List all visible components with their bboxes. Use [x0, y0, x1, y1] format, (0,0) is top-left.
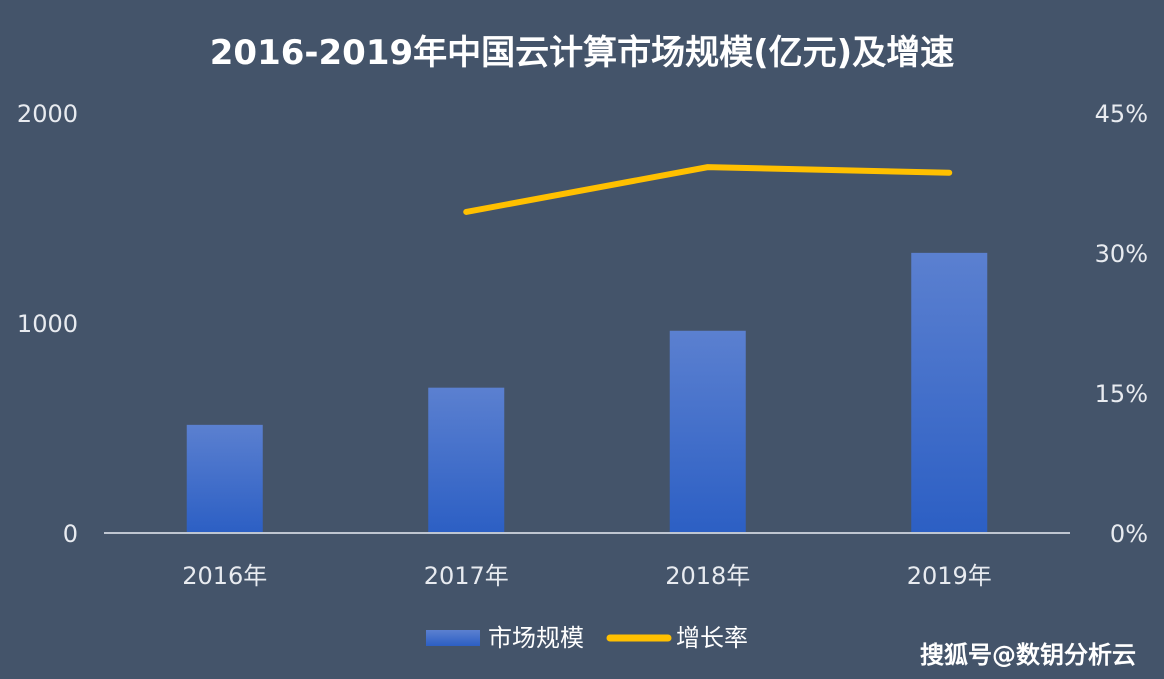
right-tick-label: 30%: [1095, 240, 1148, 268]
left-axis-ticks: 0 1000 2000: [17, 100, 78, 548]
bar-market-size: [911, 253, 987, 533]
x-axis-ticks: 2016年 2017年 2018年 2019年: [182, 562, 992, 590]
legend-label-market-size: 市场规模: [488, 624, 584, 652]
legend-label-growth-rate: 增长率: [676, 624, 748, 652]
chart-title: 2016-2019年中国云计算市场规模(亿元)及增速: [210, 33, 954, 73]
right-tick-label: 0%: [1110, 520, 1148, 548]
watermark-text: 搜狐号@数钥分析云: [920, 641, 1136, 669]
right-tick-label: 15%: [1095, 380, 1148, 408]
x-tick-label: 2018年: [665, 562, 750, 590]
x-tick-label: 2017年: [424, 562, 509, 590]
bar-market-size: [187, 425, 263, 533]
bar-market-size: [428, 388, 504, 533]
left-tick-label: 2000: [17, 100, 78, 128]
bar-market-size: [670, 331, 746, 533]
x-tick-label: 2019年: [907, 562, 992, 590]
legend: 市场规模 增长率: [426, 624, 748, 652]
right-tick-label: 45%: [1095, 100, 1148, 128]
legend-swatch-market-size: [426, 630, 480, 646]
x-tick-label: 2016年: [182, 562, 267, 590]
right-axis-ticks: 0% 15% 30% 45%: [1095, 100, 1148, 548]
line-series-growth-rate: [466, 167, 949, 212]
bar-series-market-size: [187, 253, 988, 533]
left-tick-label: 0: [63, 520, 78, 548]
left-tick-label: 1000: [17, 310, 78, 338]
